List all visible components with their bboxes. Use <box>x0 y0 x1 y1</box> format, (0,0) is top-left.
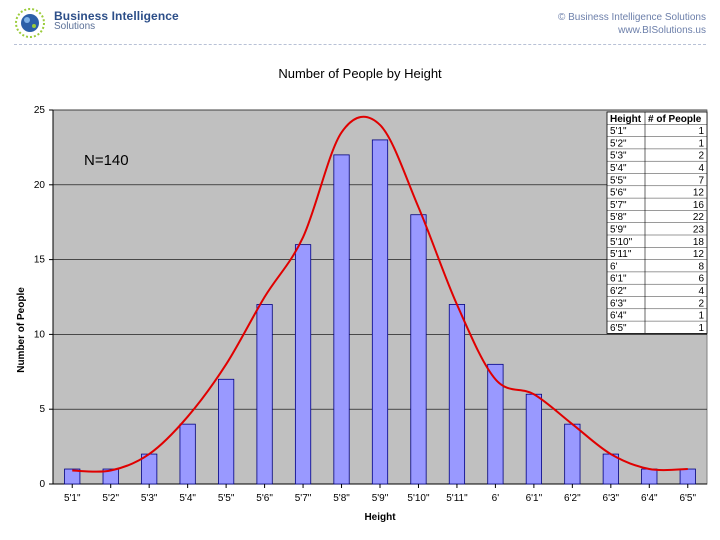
table-cell-count: 1 <box>698 138 704 149</box>
table-cell-height: 5'1" <box>610 126 627 137</box>
table-header-height: Height <box>610 114 642 125</box>
table-cell-height: 5'8" <box>610 212 627 223</box>
x-tick-label: 6'5" <box>679 493 696 504</box>
x-tick-label: 5'4" <box>179 493 196 504</box>
y-tick-label: 25 <box>34 105 46 116</box>
table-cell-height: 6'2" <box>610 286 627 297</box>
x-tick-label: 5'11" <box>446 493 468 504</box>
globe-logo-icon <box>15 8 45 38</box>
table-cell-height: 5'5" <box>610 175 627 186</box>
table-cell-height: 6'3" <box>610 298 627 309</box>
table-cell-count: 1 <box>698 323 704 334</box>
table-cell-height: 6' <box>610 261 618 272</box>
bar <box>525 393 542 485</box>
x-tick-label: 6'4" <box>641 493 658 504</box>
table-cell-height: 5'11" <box>610 249 632 260</box>
table-cell-count: 23 <box>693 225 705 236</box>
x-tick-label: 5'10" <box>407 493 430 504</box>
header-divider <box>14 44 706 45</box>
table-cell-count: 7 <box>698 175 704 186</box>
x-tick-label: 6'3" <box>603 493 620 504</box>
table-cell-count: 18 <box>693 237 705 248</box>
distribution-curve <box>72 115 688 473</box>
table-cell-count: 2 <box>698 298 704 309</box>
y-axis-title: Number of People <box>16 287 27 373</box>
y-tick-label: 15 <box>34 255 46 266</box>
bar <box>641 468 658 485</box>
data-table: Height # of People 5'1" 1 5'2" 1 5'3" 2 5'4" 4 5'5… <box>606 111 708 334</box>
bar <box>294 244 312 485</box>
table-cell-count: 22 <box>693 212 705 223</box>
x-tick-label: 5'5" <box>218 493 235 504</box>
x-tick-label: 6' <box>492 493 500 504</box>
bar <box>487 363 504 485</box>
x-axis-title: Height <box>364 512 396 523</box>
table-cell-count: 1 <box>698 126 704 137</box>
x-tick-label: 6'2" <box>564 493 581 504</box>
x-tick-label: 5'8" <box>333 493 350 504</box>
table-cell-count: 12 <box>693 188 705 199</box>
table-cell-count: 4 <box>698 286 704 297</box>
x-tick-label: 5'6" <box>256 493 273 504</box>
bar <box>602 453 619 485</box>
bar <box>410 214 427 485</box>
table-cell-height: 6'5" <box>610 323 627 334</box>
x-tick-label: 6'1" <box>526 493 543 504</box>
table-cell-height: 6'4" <box>610 311 627 322</box>
table-cell-count: 4 <box>698 163 704 174</box>
table-cell-height: 5'3" <box>610 151 627 162</box>
brand-name: Business Intelligence <box>54 9 179 23</box>
y-tick-label: 10 <box>34 329 46 340</box>
table-cell-count: 12 <box>693 249 705 260</box>
table-cell-count: 2 <box>698 151 704 162</box>
brand-subtitle: Solutions <box>54 21 96 32</box>
table-cell-count: 8 <box>698 261 704 272</box>
table-cell-count: 6 <box>698 274 704 285</box>
bar <box>679 468 696 485</box>
header: Business Intelligence Solutions © Busine… <box>0 0 720 46</box>
y-tick-label: 20 <box>34 180 46 191</box>
x-tick-label: 5'9" <box>372 493 389 504</box>
y-tick-label: 0 <box>39 479 45 490</box>
bar <box>256 304 273 485</box>
table-cell-height: 5'9" <box>610 225 627 236</box>
y-tick-label: 5 <box>39 404 45 415</box>
table-cell-height: 5'6" <box>610 188 627 199</box>
website-url: www.BISolutions.us <box>618 25 706 36</box>
bar <box>179 423 196 485</box>
table-cell-count: 1 <box>698 311 704 322</box>
chart-title: Number of People by Height <box>278 66 442 81</box>
copyright-line: © Business Intelligence Solutions <box>557 12 706 23</box>
table-cell-height: 6'1" <box>610 274 627 285</box>
table-cell-height: 5'10" <box>610 237 633 248</box>
bar <box>218 378 235 485</box>
table-header-count: # of People <box>648 114 702 125</box>
bar <box>564 423 581 485</box>
table-cell-height: 5'4" <box>610 163 627 174</box>
sample-size-annotation: N=140 <box>84 152 129 169</box>
x-tick-label: 5'3" <box>141 493 158 504</box>
bar <box>333 154 350 485</box>
copyright-notice: © Business Intelligence Solutions www.BI… <box>558 11 706 37</box>
table-cell-height: 5'7" <box>610 200 627 211</box>
bar <box>448 304 466 485</box>
x-tick-label: 5'2" <box>102 493 119 504</box>
bar <box>371 139 389 485</box>
table-cell-count: 16 <box>693 200 705 211</box>
x-tick-label: 5'1" <box>64 493 81 504</box>
chart-area: Number of People by Height 0 5 10 15 20 25 5'1… <box>16 66 708 523</box>
x-tick-label: 5'7" <box>295 493 312 504</box>
table-cell-height: 5'2" <box>610 138 627 149</box>
